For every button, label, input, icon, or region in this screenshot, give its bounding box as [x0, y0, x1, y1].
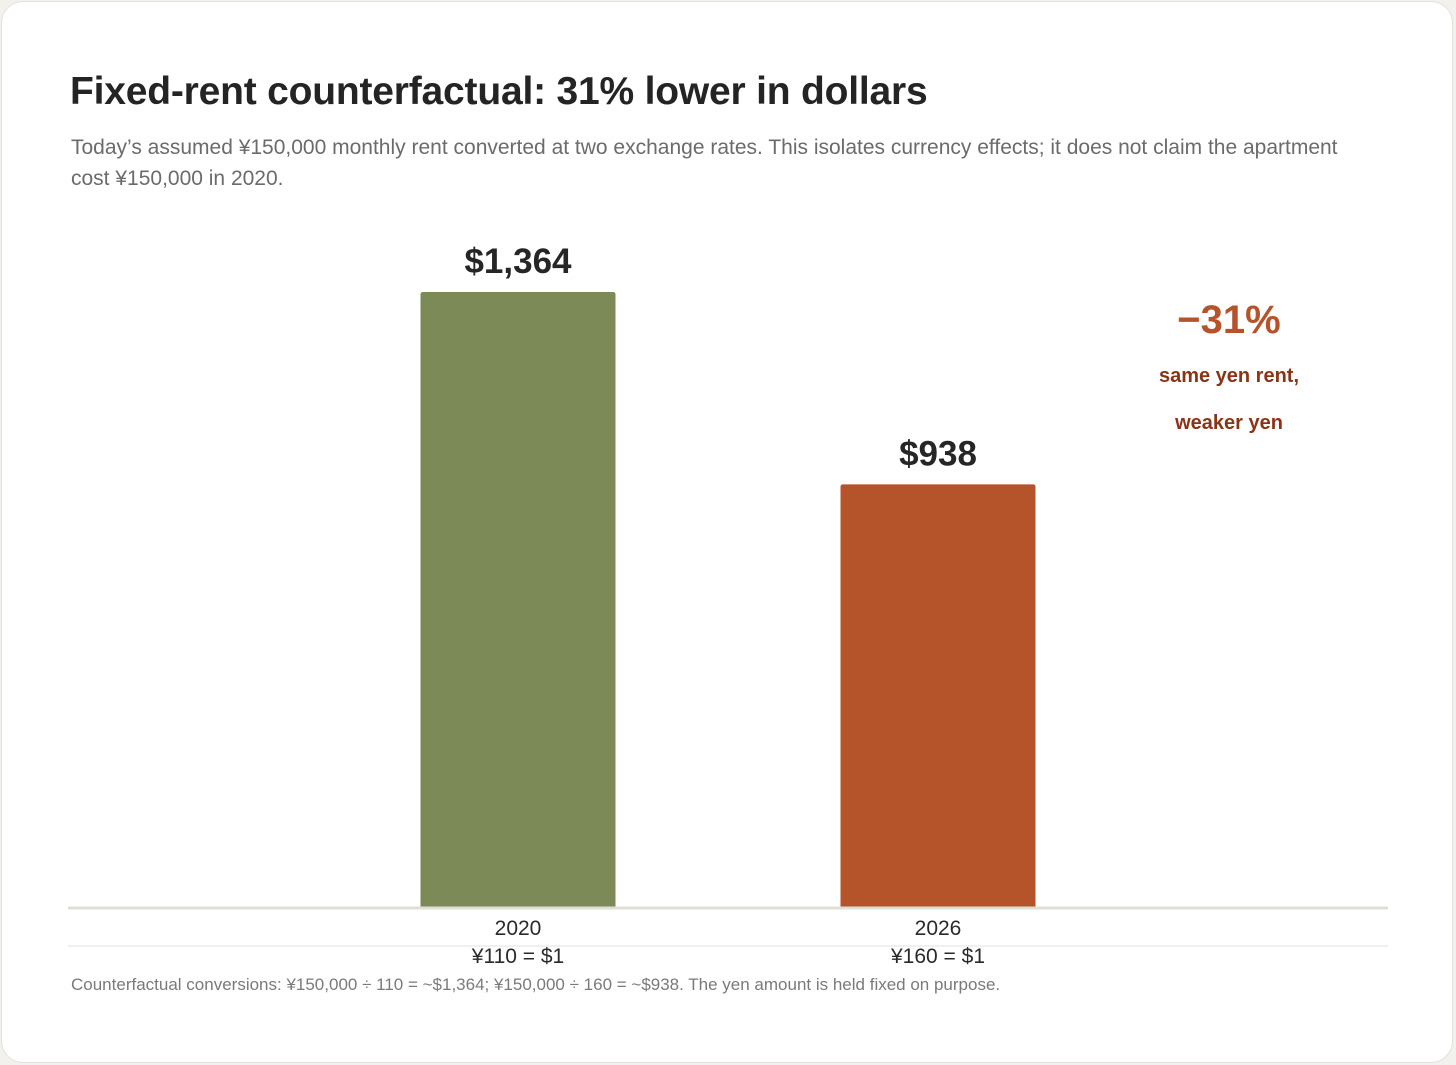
bar-value-label-2020: $1,364: [464, 242, 572, 281]
x-tick-label-2026: 2026: [915, 917, 962, 940]
change-annotation-line-2: weaker yen: [1174, 412, 1283, 434]
chart-title: Fixed-rent counterfactual: 31% lower in …: [70, 70, 928, 113]
change-annotation: −31% same yen rent, weaker yen: [1159, 298, 1299, 434]
x-tick-sublabel-2026: ¥160 = $1: [890, 945, 985, 968]
bars-layer: [420, 292, 1036, 908]
x-tick-sublabel-2020: ¥110 = $1: [471, 945, 564, 968]
labels-layer: $1,364 2020 ¥110 = $1 $938 2026 ¥160 = $1: [464, 242, 985, 968]
change-annotation-value: −31%: [1177, 298, 1280, 342]
chart-footnote: Counterfactual conversions: ¥150,000 ÷ 1…: [71, 975, 1001, 994]
bar-value-label-2026: $938: [899, 434, 977, 473]
bar-2020: [420, 292, 616, 908]
chart-subtitle: Today’s assumed ¥150,000 monthly rent co…: [71, 136, 1338, 190]
bar-2026: [840, 484, 1036, 908]
change-annotation-line-1: same yen rent,: [1159, 365, 1299, 387]
x-tick-label-2020: 2020: [495, 917, 542, 940]
